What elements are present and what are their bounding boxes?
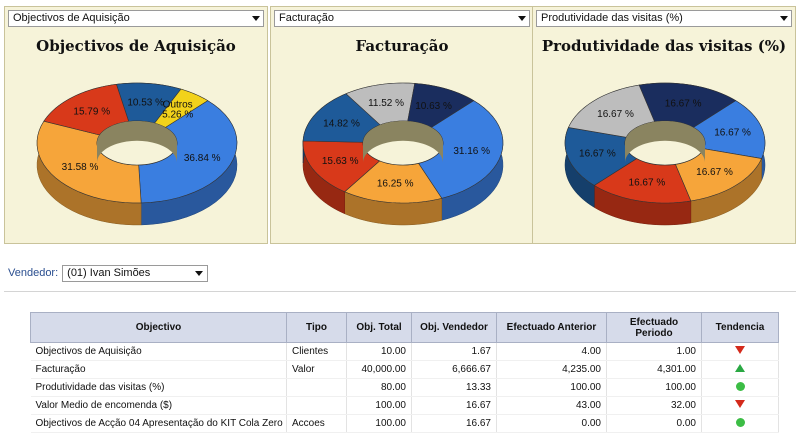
vendor-filter: Vendedor: (01) Ivan Simões [8,264,209,282]
cell-efectuado-anterior: 4,235.00 [496,360,607,379]
slice-label: 16.67 % [665,98,702,109]
cell-obj-total: 100.00 [346,414,412,433]
cell-obj-total: 10.00 [346,342,412,361]
trend-stable-icon [735,381,745,391]
metric-select-3[interactable]: Produtividade das visitas (%) [536,10,792,27]
slice-label: Outros 5.26 % [162,100,193,121]
table-row[interactable]: Objectivos de Acção 04 Apresentação do K… [30,414,779,433]
slice-label: 16.67 % [714,127,751,138]
cell-efectuado-periodo: 1.00 [606,342,702,361]
trend-down-icon [735,346,745,354]
cell-obj-vendedor: 16.67 [411,414,497,433]
slice-label: 10.53 % [127,97,164,108]
cell-efectuado-anterior: 100.00 [496,378,607,397]
column-header[interactable]: Tendencia [701,312,779,343]
cell-obj-vendedor: 13.33 [411,378,497,397]
table-row[interactable]: Valor Medio de encomenda ($) 100.00 16.67 4… [30,396,779,415]
donut-chart: 16.67 % 16.67 % 16.67 % 16.67 % 16.67 % 16.67… [564,82,766,226]
chevron-down-icon [252,16,260,21]
donut-inner-wall [97,121,177,163]
cell-tipo: Clientes [286,342,347,361]
cell-tendencia [701,360,779,379]
donut-inner-wall [363,121,443,163]
cell-tendencia [701,396,779,415]
cell-objectivo: Objectivos de Aquisição [30,342,287,361]
chart-panel-facturacao: Facturação Facturação 31.16 % 16.25 % 15.6… [270,6,534,244]
metric-select-2[interactable]: Facturação [274,10,530,27]
chevron-down-icon [518,16,526,21]
cell-obj-total: 100.00 [346,396,412,415]
chart-panel-produtividade: Produtividade das visitas (%) Produtivid… [532,6,796,244]
cell-objectivo: Objectivos de Acção 04 Apresentação do K… [30,414,287,433]
slice-label: 36.84 % [184,153,221,164]
slice-label: 31.16 % [453,146,490,157]
table-row[interactable]: Facturação Valor 40,000.00 6,666.67 4,235.00… [30,360,779,379]
vendor-label: Vendedor: [8,267,59,279]
slice-label: 14.82 % [323,118,360,129]
trend-stable-icon [735,417,745,427]
cell-efectuado-periodo: 100.00 [606,378,702,397]
cell-efectuado-periodo: 32.00 [606,396,702,415]
cell-efectuado-periodo: 4,301.00 [606,360,702,379]
slice-label: 16.67 % [579,149,616,160]
column-header[interactable]: Objectivo [30,312,287,343]
divider [4,291,796,292]
chart-title: Facturação [355,37,449,55]
cell-tipo: Accoes [286,414,347,433]
slice-label: 10.63 % [415,101,452,112]
donut-chart: 36.84 % 31.58 % 15.79 % 10.53 %Outros 5.26 % [36,82,238,226]
chevron-down-icon [780,16,788,21]
table-header-row: Objectivo Tipo Obj. Total Obj. Vendedor … [30,312,779,343]
cell-obj-total: 40,000.00 [346,360,412,379]
donut-chart: 31.16 % 16.25 % 15.63 % 14.82 % 11.52 % 10.63… [302,82,504,226]
column-header[interactable]: Obj. Total [346,312,412,343]
cell-efectuado-anterior: 43.00 [496,396,607,415]
objectives-table: Objectivo Tipo Obj. Total Obj. Vendedor … [30,312,779,433]
cell-objectivo: Produtividade das visitas (%) [30,378,287,397]
column-header[interactable]: Efectuado Anterior [496,312,607,343]
cell-efectuado-periodo: 0.00 [606,414,702,433]
cell-obj-vendedor: 1.67 [411,342,497,361]
slice-label: 16.67 % [597,109,634,120]
slice-label: 15.79 % [73,107,110,118]
cell-tipo: Valor [286,360,347,379]
table-row[interactable]: Objectivos de Aquisição Clientes 10.00 1.67… [30,342,779,361]
chart-title: Objectivos de Aquisição [36,37,236,55]
cell-obj-total: 80.00 [346,378,412,397]
cell-tendencia [701,414,779,433]
table-row[interactable]: Produtividade das visitas (%) 80.00 13.33 1… [30,378,779,397]
column-header[interactable]: Tipo [286,312,347,343]
slice-label: 16.67 % [629,178,666,189]
cell-efectuado-anterior: 0.00 [496,414,607,433]
chart-panel-aquisicao: Objectivos de Aquisição Objectivos de Aq… [4,6,268,244]
trend-down-icon [735,400,745,408]
cell-tipo [286,378,347,397]
vendor-select-value: (01) Ivan Simões [67,266,151,279]
cell-objectivo: Facturação [30,360,287,379]
cell-efectuado-anterior: 4.00 [496,342,607,361]
chart-title: Produtividade das visitas (%) [541,37,787,55]
metric-select-1[interactable]: Objectivos de Aquisição [8,10,264,27]
cell-objectivo: Valor Medio de encomenda ($) [30,396,287,415]
metric-select-value: Produtividade das visitas (%) [541,12,683,24]
metric-select-value: Objectivos de Aquisição [13,12,130,24]
slice-label: 11.52 % [368,98,404,109]
chevron-down-icon [195,270,204,276]
cell-obj-vendedor: 16.67 [411,396,497,415]
vendor-select[interactable]: (01) Ivan Simões [62,264,209,282]
donut-inner-wall [625,121,705,163]
cell-obj-vendedor: 6,666.67 [411,360,497,379]
cell-tipo [286,396,347,415]
column-header[interactable]: Efectuado Periodo [606,312,702,343]
slice-label: 16.25 % [377,179,414,190]
slice-label: 16.67 % [696,167,733,178]
column-header[interactable]: Obj. Vendedor [411,312,497,343]
cell-tendencia [701,378,779,397]
slice-label: 31.58 % [62,162,99,173]
metric-select-value: Facturação [279,12,335,24]
trend-up-icon [735,364,745,372]
cell-tendencia [701,342,779,361]
slice-label: 15.63 % [322,156,359,167]
